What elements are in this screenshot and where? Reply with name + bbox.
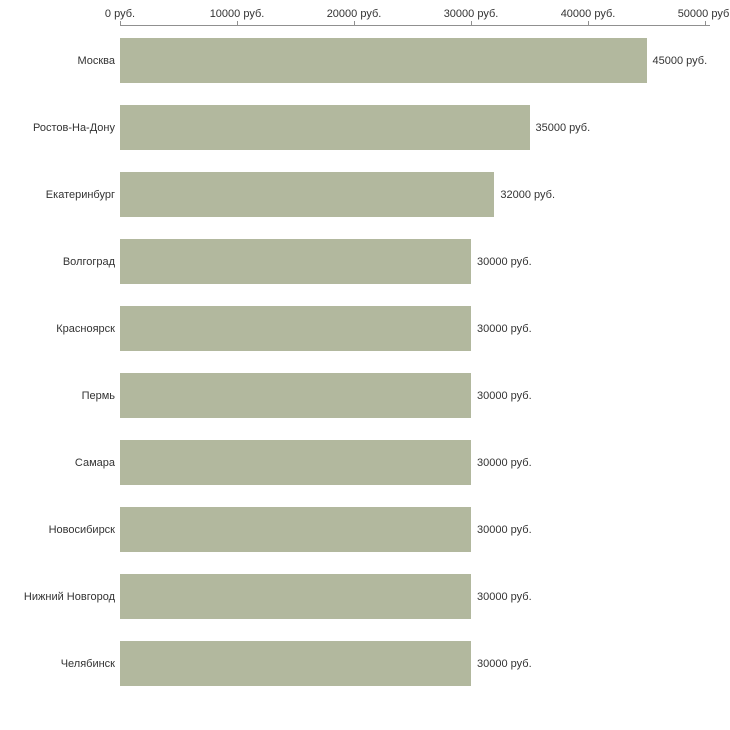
category-label: Челябинск bbox=[60, 657, 115, 670]
category-label: Волгоград bbox=[62, 255, 115, 268]
value-label: 30000 руб. bbox=[477, 523, 532, 536]
bar-row: Пермь 30000 руб. bbox=[0, 373, 730, 418]
bar-row: Волгоград 30000 руб. bbox=[0, 239, 730, 284]
bar-row: Челябинск 30000 руб. bbox=[0, 641, 730, 686]
bar-row: Ростов-На-Дону 35000 руб. bbox=[0, 105, 730, 150]
category-label: Самара bbox=[74, 456, 115, 469]
category-label: Красноярск bbox=[56, 322, 115, 335]
category-label: Нижний Новгород bbox=[23, 590, 115, 603]
bar-row: Москва 45000 руб. bbox=[0, 38, 730, 83]
bar-row: Нижний Новгород 30000 руб. bbox=[0, 574, 730, 619]
bar-row: Екатеринбург 32000 руб. bbox=[0, 172, 730, 217]
category-label: Новосибирск bbox=[48, 523, 115, 536]
bar-row: Красноярск 30000 руб. bbox=[0, 306, 730, 351]
value-label: 30000 руб. bbox=[477, 389, 532, 402]
bar bbox=[120, 38, 647, 83]
value-label: 30000 руб. bbox=[477, 657, 532, 670]
x-tick-mark bbox=[588, 21, 589, 26]
x-tick-mark bbox=[705, 21, 706, 26]
x-tick-mark bbox=[471, 21, 472, 26]
x-tick-mark bbox=[120, 21, 121, 26]
x-tick-mark bbox=[354, 21, 355, 26]
category-label: Пермь bbox=[81, 389, 115, 402]
bar-row: Самара 30000 руб. bbox=[0, 440, 730, 485]
bar-row: Новосибирск 30000 руб. bbox=[0, 507, 730, 552]
x-tick-label: 0 руб. bbox=[104, 8, 136, 20]
bar bbox=[120, 641, 471, 686]
category-label: Екатеринбург bbox=[45, 188, 115, 201]
bar bbox=[120, 507, 471, 552]
category-label: Ростов-На-Дону bbox=[32, 121, 115, 134]
bar bbox=[120, 306, 471, 351]
bar bbox=[120, 105, 530, 150]
bar bbox=[120, 440, 471, 485]
value-label: 32000 руб. bbox=[500, 188, 556, 201]
x-tick-label: 10000 руб. bbox=[209, 8, 265, 20]
bar bbox=[120, 373, 471, 418]
bar bbox=[120, 239, 471, 284]
x-tick-label: 50000 руб. bbox=[677, 8, 730, 20]
value-label: 30000 руб. bbox=[477, 456, 532, 469]
x-tick-label: 40000 руб. bbox=[560, 8, 616, 20]
x-tick-label: 30000 руб. bbox=[443, 8, 499, 20]
x-axis-line bbox=[120, 25, 710, 26]
category-label: Москва bbox=[77, 54, 115, 67]
value-label: 30000 руб. bbox=[477, 590, 532, 603]
bar bbox=[120, 172, 495, 217]
value-label: 30000 руб. bbox=[477, 322, 532, 335]
x-tick-label: 20000 руб. bbox=[326, 8, 382, 20]
x-tick-mark bbox=[237, 21, 238, 26]
value-label: 35000 руб. bbox=[535, 121, 591, 134]
value-label: 30000 руб. bbox=[477, 255, 532, 268]
bar bbox=[120, 574, 471, 619]
value-label: 45000 руб. bbox=[652, 54, 708, 67]
